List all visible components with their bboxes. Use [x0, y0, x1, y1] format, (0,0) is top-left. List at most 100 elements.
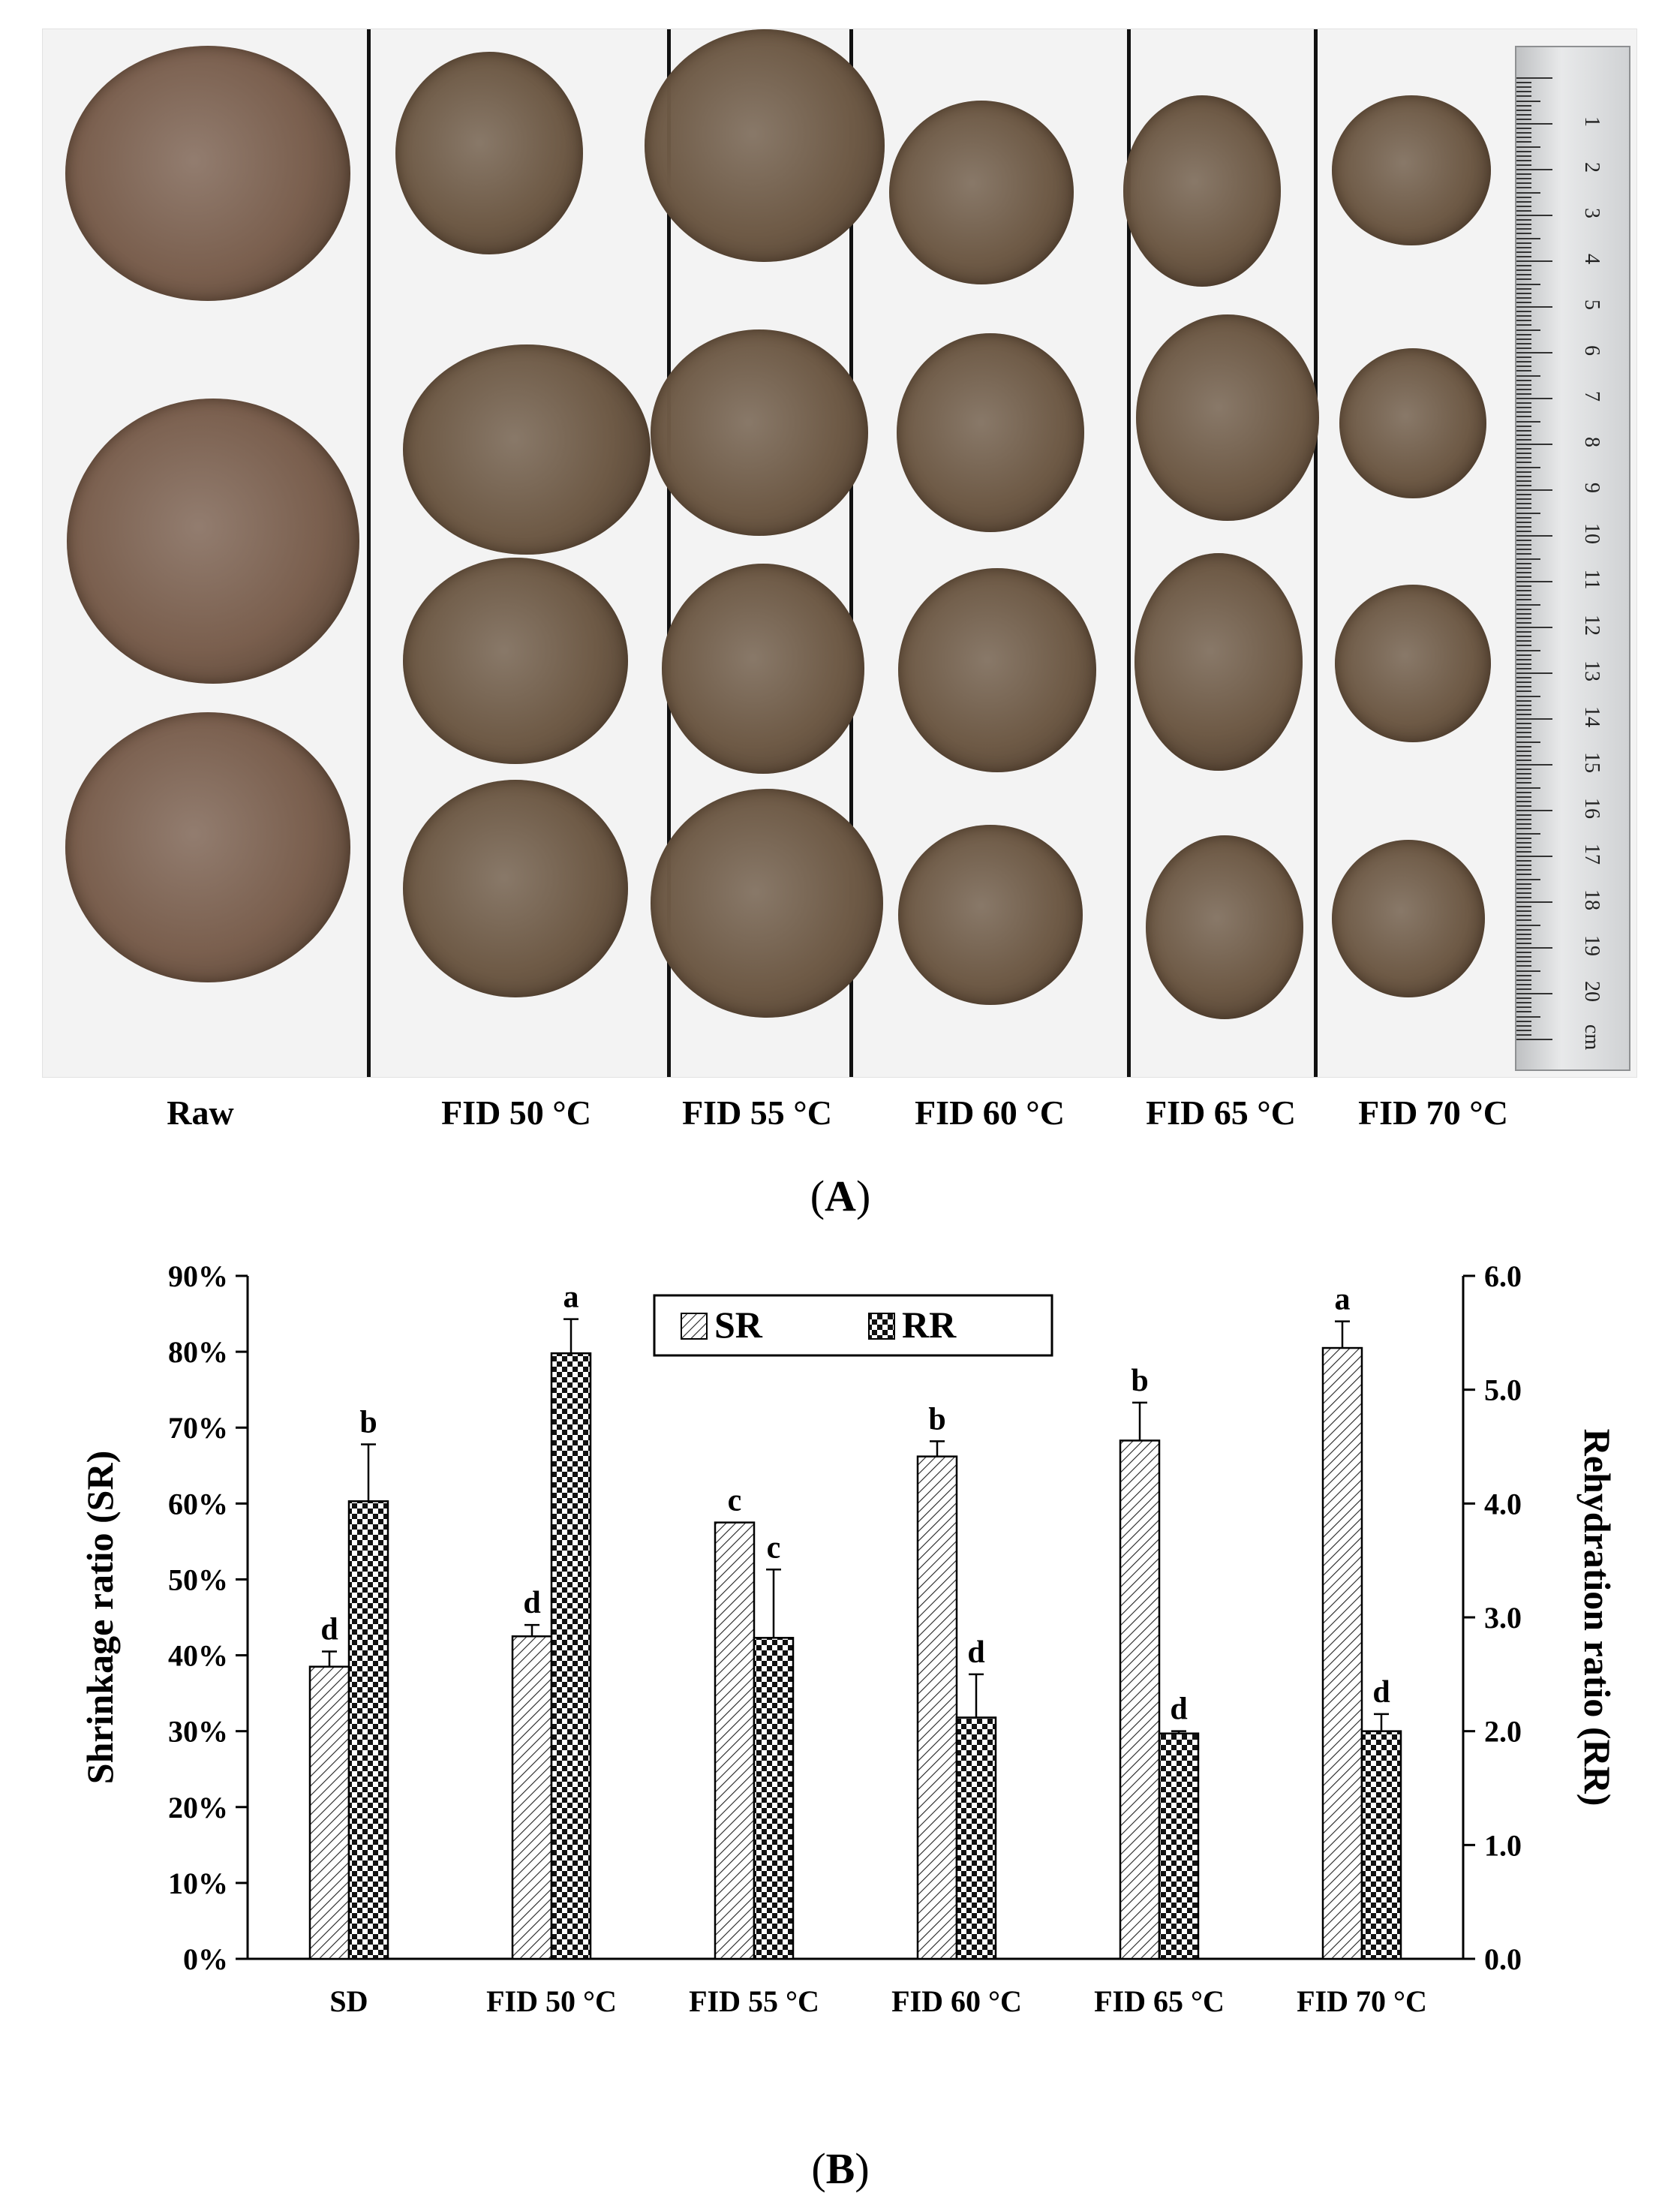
ruler-tick — [1516, 296, 1531, 299]
ruler-tick — [1516, 429, 1531, 432]
ruler-tick — [1516, 856, 1552, 857]
ruler-tick — [1516, 333, 1531, 335]
ruler-unit: cm — [1580, 1024, 1603, 1051]
dried-mushroom-cap — [897, 333, 1084, 532]
ruler-tick — [1516, 769, 1531, 771]
ruler-tick — [1516, 311, 1531, 313]
significance-letter: c — [767, 1530, 781, 1565]
ruler-tick — [1516, 540, 1531, 542]
ruler-tick — [1516, 535, 1552, 537]
ruler-tick — [1516, 764, 1552, 766]
ruler-tick — [1516, 906, 1531, 908]
ruler-tick — [1516, 292, 1531, 294]
ruler-tick — [1516, 155, 1531, 157]
ruler-tick — [1516, 82, 1531, 84]
ruler-tick — [1516, 1029, 1531, 1031]
y-tick-label-right: 1.0 — [1484, 1828, 1522, 1862]
ruler-tick — [1516, 732, 1531, 734]
ruler-tick — [1516, 567, 1531, 569]
ruler-tick — [1516, 645, 1531, 647]
ruler-number: 2 — [1580, 162, 1603, 173]
ruler-tick — [1516, 654, 1531, 656]
significance-letter: b — [928, 1402, 945, 1436]
ruler-tick — [1516, 1033, 1531, 1036]
bar-sr — [308, 1665, 350, 1960]
ruler-tick — [1516, 375, 1540, 377]
ruler-tick — [1516, 306, 1552, 308]
dried-mushroom-cap — [1135, 553, 1303, 771]
ruler-tick — [1516, 695, 1540, 697]
ruler-tick — [1516, 612, 1531, 615]
ruler-tick — [1516, 1011, 1531, 1013]
photo-column-divider — [367, 29, 371, 1077]
ruler-tick — [1516, 850, 1531, 853]
ruler-tick — [1516, 434, 1531, 436]
dried-mushroom-cap — [898, 568, 1096, 772]
x-tick-label: FID 50 °C — [486, 1984, 617, 2018]
ruler-tick — [1516, 819, 1531, 821]
ruler-tick — [1516, 525, 1531, 528]
y-tick-label-left: 10% — [168, 1867, 228, 1900]
ruler-tick — [1516, 576, 1531, 578]
ruler-tick — [1516, 132, 1531, 134]
ruler-tick — [1516, 924, 1540, 926]
ruler-tick — [1516, 970, 1540, 972]
significance-letter: d — [523, 1586, 540, 1620]
dried-mushroom-cap — [651, 789, 883, 1018]
photo-label-raw: Raw — [167, 1093, 234, 1132]
ruler-tick — [1516, 627, 1552, 628]
ruler-tick — [1516, 224, 1531, 226]
ruler-tick — [1516, 553, 1531, 555]
significance-letter: b — [359, 1405, 377, 1439]
ruler-tick — [1516, 128, 1531, 130]
ruler-tick — [1516, 457, 1531, 459]
ruler-tick — [1516, 690, 1531, 693]
dried-mushroom-cap — [1332, 95, 1491, 245]
ruler-tick — [1516, 471, 1531, 473]
ruler-tick — [1516, 590, 1531, 592]
ruler-tick — [1516, 869, 1531, 871]
ruler-tick — [1516, 704, 1531, 706]
ruler-tick — [1516, 988, 1531, 990]
ruler-tick — [1516, 713, 1531, 715]
ruler-tick — [1516, 342, 1531, 344]
ruler-tick — [1516, 269, 1531, 272]
ruler-tick — [1516, 169, 1552, 170]
y-tick-label-left: 0% — [183, 1942, 228, 1976]
ruler-tick — [1516, 324, 1531, 326]
bar-rr — [550, 1352, 592, 1960]
raw-mushroom-cap — [65, 46, 350, 301]
caption-a: (A) — [810, 1172, 871, 1220]
ruler-tick — [1516, 407, 1531, 409]
bar-rr — [1158, 1732, 1200, 1960]
photo-label-fid50: FID 50 °C — [441, 1093, 591, 1132]
ruler-tick — [1516, 672, 1552, 674]
y-tick-label-left: 20% — [168, 1791, 228, 1824]
significance-letter: a — [564, 1280, 579, 1315]
ruler-tick — [1516, 928, 1531, 931]
dried-mushroom-cap — [645, 29, 885, 262]
dried-mushroom-cap — [662, 564, 864, 774]
y-tick-label-left: 90% — [168, 1259, 228, 1293]
dried-mushroom-cap — [889, 101, 1074, 284]
ruler-tick — [1516, 759, 1531, 761]
ruler-tick — [1516, 599, 1531, 601]
ruler-tick — [1516, 164, 1531, 166]
ruler-tick — [1516, 745, 1531, 748]
ruler-tick — [1516, 251, 1531, 253]
legend-box — [653, 1294, 1053, 1357]
ruler-tick — [1516, 388, 1531, 390]
ruler-tick — [1516, 242, 1531, 244]
ruler-tick — [1516, 896, 1531, 898]
ruler-tick — [1516, 205, 1531, 207]
significance-letter: a — [1335, 1283, 1351, 1317]
photo-column-divider — [667, 29, 671, 1077]
y-axis-title-left: Shrinkage ratio (SR) — [79, 1451, 121, 1784]
ruler-tick — [1516, 699, 1531, 702]
dried-mushroom-cap — [403, 780, 628, 997]
ruler-tick — [1516, 993, 1552, 994]
legend-label-sr: SR — [714, 1304, 763, 1346]
ruler-number: 17 — [1580, 844, 1603, 865]
dried-mushroom-cap — [1332, 840, 1485, 997]
significance-letter: d — [1372, 1675, 1390, 1710]
